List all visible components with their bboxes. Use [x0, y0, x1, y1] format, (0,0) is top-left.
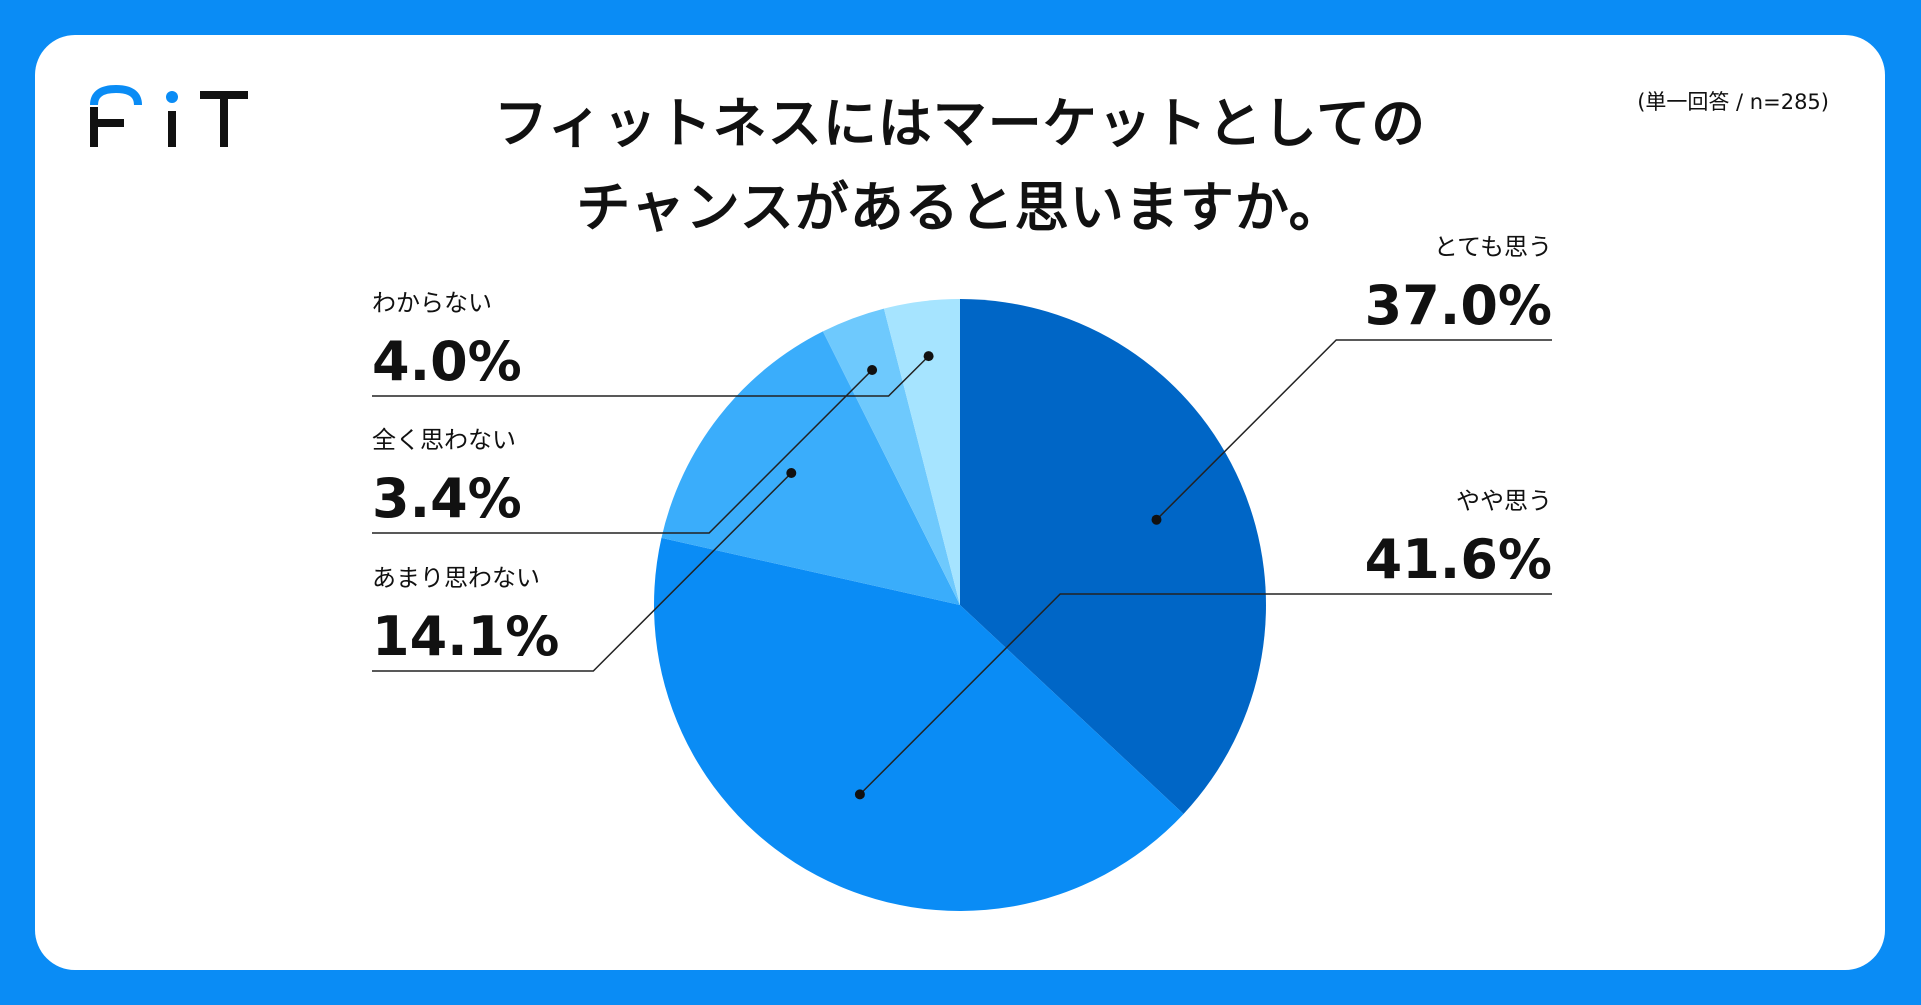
- callout-dot-2: [854, 789, 865, 800]
- pie-slice-4: [822, 308, 960, 605]
- pie-slice-5: [883, 299, 960, 605]
- slice-value-1: 37.0%: [1365, 274, 1552, 337]
- callout-line-4: [372, 369, 873, 534]
- pie-slice-3: [661, 331, 960, 605]
- logo-t-stem: [220, 91, 228, 147]
- slice-label-3: あまり思わない: [372, 564, 540, 592]
- slice-label-5: わからない: [372, 289, 492, 317]
- slice-label-2: やや思う: [1456, 487, 1552, 515]
- pie-slice-2: [654, 537, 1184, 911]
- callout-line-5: [372, 355, 930, 397]
- slice-value-5: 4.0%: [372, 330, 522, 393]
- logo-arch: [90, 85, 142, 106]
- page-title: フィットネスにはマーケットとしての チャンスがあると思いますか。: [420, 82, 1500, 250]
- slice-value-2: 41.6%: [1365, 528, 1552, 591]
- slice-value-3: 14.1%: [372, 605, 559, 668]
- logo-f-bar: [90, 119, 124, 127]
- slice-label-1: とても思う: [1434, 233, 1552, 261]
- logo-i-stem: [168, 111, 176, 147]
- callout-dot-1: [1151, 514, 1162, 525]
- logo-i-dot: [166, 91, 178, 103]
- slice-label-4: 全く思わない: [372, 426, 516, 454]
- slice-value-4: 3.4%: [372, 467, 522, 530]
- title-line-1: フィットネスにはマーケットとしての: [493, 92, 1427, 155]
- callout-dot-4: [867, 365, 878, 375]
- callout-dot-3: [786, 468, 797, 478]
- fit-logo: [90, 85, 248, 147]
- callout-line-1: [1155, 339, 1552, 521]
- pie-slice-1: [960, 299, 1266, 814]
- callout-dot-5: [923, 351, 934, 362]
- callout-line-3: [372, 472, 792, 672]
- callout-line-2: [859, 593, 1552, 795]
- sample-info: (単一回答 / n=285): [1637, 90, 1829, 114]
- title-line-2: チャンスがあると思いますか。: [576, 176, 1344, 239]
